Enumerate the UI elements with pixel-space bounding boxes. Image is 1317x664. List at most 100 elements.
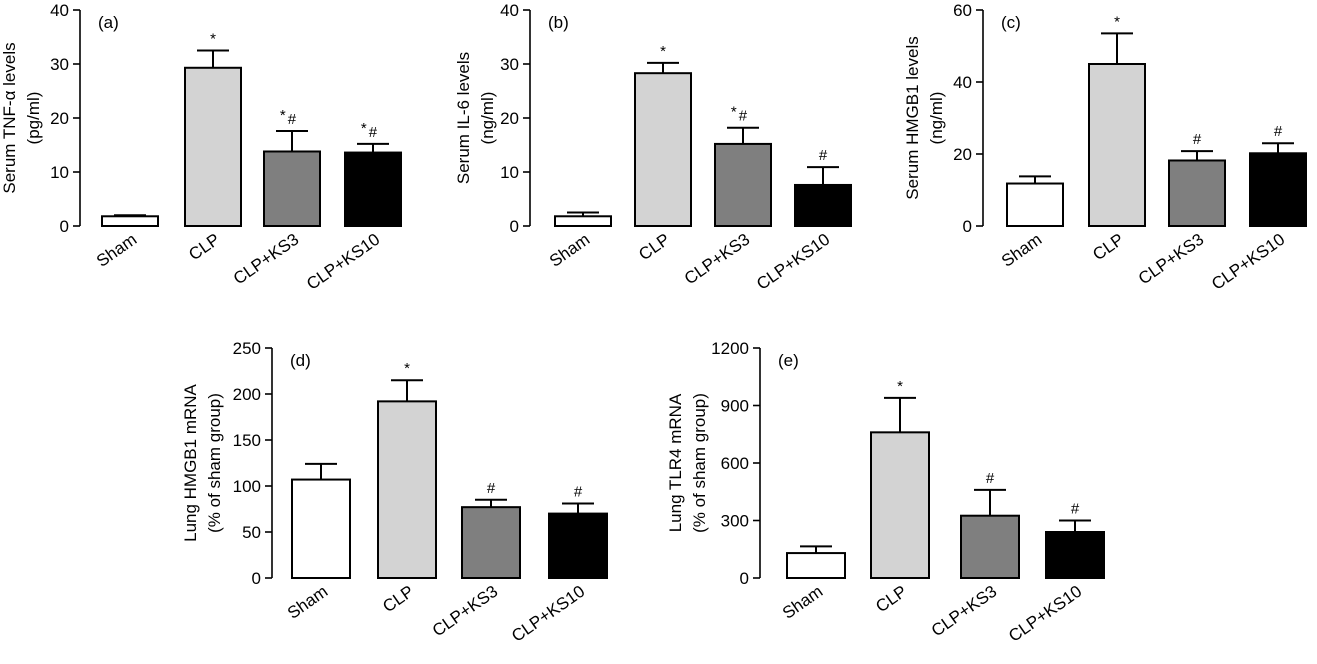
y-tick-label: 0 xyxy=(252,569,261,588)
y-tick-label: 200 xyxy=(233,385,261,404)
x-tick-label: Sham xyxy=(779,582,826,623)
y-axis-label: (ng/ml) xyxy=(478,92,497,145)
y-axis-label: Serum IL-6 levels xyxy=(454,52,473,184)
significance-label: # xyxy=(574,483,583,500)
y-tick-label: 0 xyxy=(740,569,749,588)
x-tick-label: CLP+KS10 xyxy=(753,230,833,294)
panel-label: (e) xyxy=(778,351,799,370)
x-tick-label: CLP xyxy=(635,230,673,265)
y-tick-label: 20 xyxy=(953,145,972,164)
bar-clp-ks10 xyxy=(1249,152,1307,227)
significance-label: * # xyxy=(731,104,748,125)
bar-clp-ks3 xyxy=(960,514,1020,579)
x-tick-label: CLP xyxy=(185,230,223,265)
x-tick-label: CLP+KS3 xyxy=(1135,230,1207,289)
significance-label: * # xyxy=(361,120,378,141)
y-tick-label: 0 xyxy=(60,217,69,236)
bar-clp xyxy=(184,66,242,227)
bar-clp xyxy=(377,400,437,579)
significance-label: # xyxy=(1274,123,1283,140)
chart-panel-c: 0 20 40 60 Serum HMGB1 levels (ng/ml) (c) Sham *… xyxy=(903,1,1307,294)
bar-clp-ks10 xyxy=(1045,531,1105,579)
significance-label: * xyxy=(210,31,216,48)
y-tick-label: 100 xyxy=(233,477,261,496)
y-tick-label: 30 xyxy=(500,55,519,74)
bar-clp xyxy=(1088,63,1146,227)
significance-label: * xyxy=(404,360,410,377)
y-axis-label: Lung TLR4 mRNA xyxy=(666,393,685,532)
significance-label: # xyxy=(1193,131,1202,148)
y-tick-label: 1200 xyxy=(711,339,749,358)
y-tick-label: 0 xyxy=(510,217,519,236)
bar-sham xyxy=(554,215,612,227)
x-tick-label: CLP+KS10 xyxy=(508,582,588,646)
bar-sham xyxy=(1006,182,1064,228)
bar-clp-ks10 xyxy=(548,512,608,579)
bar-clp xyxy=(870,431,930,580)
bar-sham xyxy=(291,478,351,579)
y-tick-label: 40 xyxy=(500,1,519,20)
y-tick-label: 600 xyxy=(721,454,749,473)
y-axis-label: (% of sham group) xyxy=(205,393,224,533)
bar-clp-ks10 xyxy=(344,151,402,227)
significance-label: # xyxy=(819,147,828,164)
x-tick-label: Sham xyxy=(546,230,593,271)
bar-clp-ks10 xyxy=(794,183,852,228)
x-tick-label: CLP+KS3 xyxy=(928,582,1000,641)
x-tick-label: CLP xyxy=(379,582,417,617)
y-tick-label: 30 xyxy=(50,55,69,74)
y-tick-label: 40 xyxy=(953,73,972,92)
y-tick-label: 10 xyxy=(50,163,69,182)
x-tick-label: CLP+KS10 xyxy=(1208,230,1288,294)
chart-panel-d: 0 50 100 150 200 250 Lung HMGB1 mRNA (% of sham… xyxy=(181,339,608,646)
chart-panel-b: 0 10 20 30 40 Serum IL-6 levels (ng/ml) (b) Sham… xyxy=(454,1,852,294)
y-tick-label: 10 xyxy=(500,163,519,182)
y-axis-label: Lung HMGB1 mRNA xyxy=(181,383,200,541)
chart-panel-e: 0 300 600 900 1200 Lung TLR4 mRNA (% of sham g… xyxy=(666,339,1105,646)
y-tick-label: 900 xyxy=(721,397,749,416)
y-axis-label: Serum HMGB1 levels xyxy=(903,36,922,199)
panel-label: (d) xyxy=(290,351,311,370)
bar-clp-ks3 xyxy=(263,150,321,227)
x-tick-label: CLP+KS3 xyxy=(429,582,501,641)
significance-label: # xyxy=(986,470,995,487)
bar-sham xyxy=(786,552,846,579)
x-tick-label: CLP xyxy=(1089,230,1127,265)
y-tick-label: 50 xyxy=(242,523,261,542)
panel-label: (c) xyxy=(1001,13,1021,32)
significance-label: # xyxy=(1071,501,1080,518)
chart-panel-a: 0 10 20 30 40 Serum TNF-α levels (pg/ml) (a) Sha… xyxy=(0,1,402,294)
y-axis-label: (% of sham group) xyxy=(690,393,709,533)
significance-label: # xyxy=(487,480,496,497)
bar-clp xyxy=(634,72,692,228)
x-tick-label: CLP+KS3 xyxy=(681,230,753,289)
x-tick-label: Sham xyxy=(284,582,331,623)
significance-label: * xyxy=(897,378,903,395)
panel-label: (b) xyxy=(548,13,569,32)
bar-sham xyxy=(101,215,159,227)
y-tick-label: 150 xyxy=(233,431,261,450)
x-tick-label: Sham xyxy=(998,230,1045,271)
x-tick-label: CLP+KS3 xyxy=(230,230,302,289)
y-tick-label: 300 xyxy=(721,512,749,531)
x-tick-label: CLP+KS10 xyxy=(1005,582,1085,646)
x-tick-label: CLP+KS10 xyxy=(303,230,383,294)
y-tick-label: 60 xyxy=(953,1,972,20)
y-tick-label: 250 xyxy=(233,339,261,358)
bar-clp-ks3 xyxy=(461,506,521,579)
significance-label: * xyxy=(1114,13,1120,30)
y-axis-label: (ng/ml) xyxy=(927,92,946,145)
y-tick-label: 20 xyxy=(50,109,69,128)
significance-label: * xyxy=(660,43,666,60)
y-tick-label: 0 xyxy=(963,217,972,236)
y-tick-label: 20 xyxy=(500,109,519,128)
y-axis-label: Serum TNF-α levels xyxy=(0,42,19,193)
y-axis-label: (pg/ml) xyxy=(24,92,43,145)
x-tick-label: Sham xyxy=(93,230,140,271)
x-tick-label: CLP xyxy=(872,582,910,617)
bar-clp-ks3 xyxy=(714,142,772,227)
panel-label: (a) xyxy=(98,13,119,32)
bar-clp-ks3 xyxy=(1168,159,1226,227)
significance-label: * # xyxy=(280,107,297,128)
